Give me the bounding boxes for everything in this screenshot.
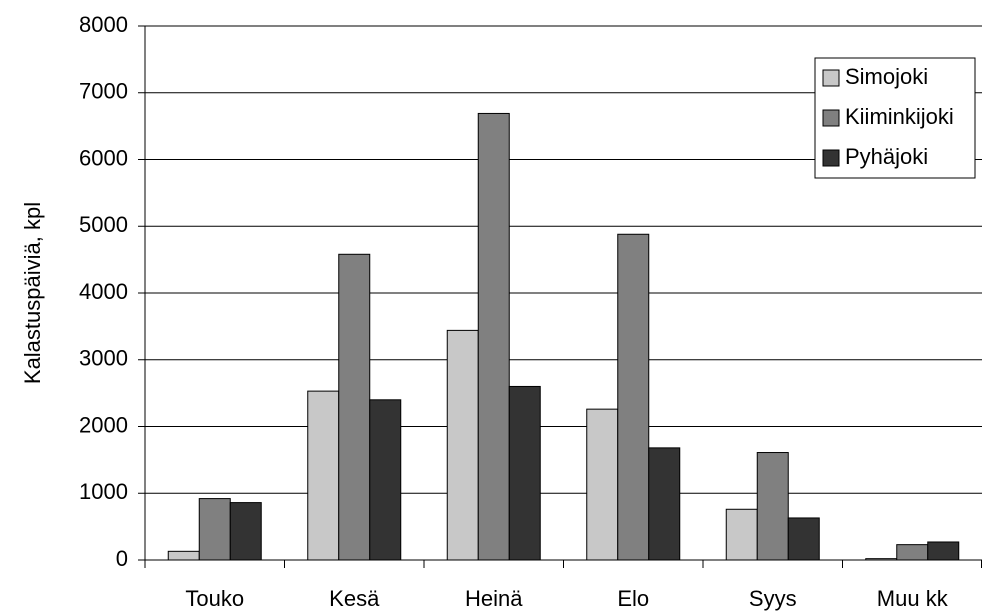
bar <box>896 544 929 561</box>
bar <box>508 385 541 561</box>
legend-swatch <box>822 149 840 167</box>
bar <box>198 498 231 561</box>
y-tick-label: 0 <box>116 546 128 571</box>
x-tick-label: Elo <box>617 586 649 611</box>
y-tick-label: 8000 <box>79 12 128 37</box>
y-tick-label: 7000 <box>79 79 128 104</box>
y-tick-label: 3000 <box>79 346 128 371</box>
legend-label: Kiiminkijoki <box>845 104 954 129</box>
legend-label: Pyhäjoki <box>845 144 928 169</box>
bar <box>927 541 960 561</box>
bar <box>477 112 510 561</box>
x-tick-label: Syys <box>749 586 797 611</box>
bar <box>756 452 789 561</box>
bar <box>648 447 681 561</box>
bar <box>446 329 479 561</box>
y-tick-label: 4000 <box>79 279 128 304</box>
legend-swatch <box>822 109 840 127</box>
bar <box>787 517 820 561</box>
legend-box <box>814 57 976 179</box>
x-tick-label: Touko <box>185 586 244 611</box>
bar <box>338 253 371 561</box>
bar <box>167 550 200 561</box>
x-tick-label: Muu kk <box>877 586 949 611</box>
bar <box>865 558 898 561</box>
legend-swatch <box>822 69 840 87</box>
y-tick-label: 1000 <box>79 479 128 504</box>
bar <box>617 233 650 561</box>
y-axis-label: Kalastuspäiviä, kpl <box>20 202 45 384</box>
y-tick-label: 5000 <box>79 212 128 237</box>
y-tick-label: 6000 <box>79 145 128 170</box>
bar <box>369 399 402 561</box>
legend-label: Simojoki <box>845 64 928 89</box>
bar <box>586 408 619 561</box>
bar <box>307 390 340 561</box>
bar <box>229 502 262 561</box>
bar <box>725 508 758 561</box>
y-tick-label: 2000 <box>79 412 128 437</box>
x-tick-label: Heinä <box>465 586 523 611</box>
x-tick-label: Kesä <box>329 586 380 611</box>
